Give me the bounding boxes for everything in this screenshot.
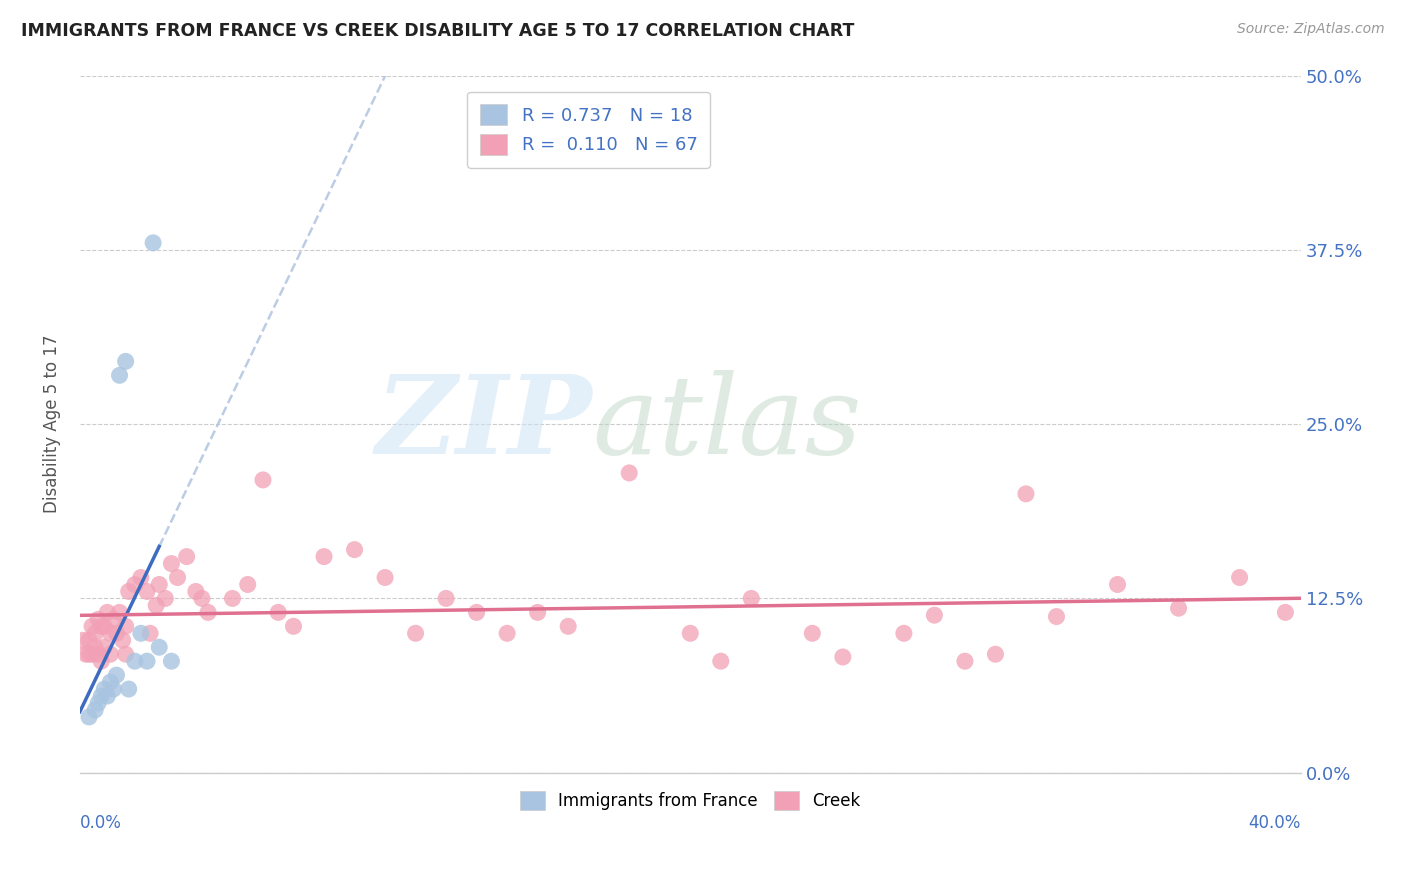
Point xyxy=(139,626,162,640)
Point xyxy=(90,619,112,633)
Point xyxy=(197,606,219,620)
Point xyxy=(710,654,733,668)
Point xyxy=(87,696,110,710)
Point xyxy=(114,647,136,661)
Point xyxy=(90,654,112,668)
Point xyxy=(283,619,305,633)
Point xyxy=(526,606,548,620)
Point xyxy=(191,591,214,606)
Point xyxy=(166,570,188,584)
Point xyxy=(100,626,122,640)
Y-axis label: Disability Age 5 to 17: Disability Age 5 to 17 xyxy=(44,334,60,514)
Point xyxy=(176,549,198,564)
Point xyxy=(1274,606,1296,620)
Point xyxy=(84,703,107,717)
Point xyxy=(142,235,165,250)
Point xyxy=(80,647,103,661)
Point xyxy=(77,710,100,724)
Point xyxy=(93,619,115,633)
Text: ZIP: ZIP xyxy=(375,370,592,478)
Point xyxy=(893,626,915,640)
Point xyxy=(984,647,1007,661)
Point xyxy=(236,577,259,591)
Point xyxy=(93,681,115,696)
Point xyxy=(1167,601,1189,615)
Point xyxy=(148,577,170,591)
Point xyxy=(129,626,152,640)
Text: 40.0%: 40.0% xyxy=(1249,814,1301,832)
Point xyxy=(96,606,118,620)
Point xyxy=(221,591,243,606)
Point xyxy=(93,640,115,655)
Point xyxy=(103,612,125,626)
Point xyxy=(77,633,100,648)
Point xyxy=(374,570,396,584)
Point xyxy=(124,654,146,668)
Point xyxy=(77,647,100,661)
Point xyxy=(184,584,207,599)
Point xyxy=(118,681,141,696)
Point xyxy=(155,591,177,606)
Point xyxy=(252,473,274,487)
Legend: Immigrants from France, Creek: Immigrants from France, Creek xyxy=(513,784,868,817)
Point xyxy=(740,591,762,606)
Point xyxy=(679,626,702,640)
Point xyxy=(100,675,122,690)
Point xyxy=(1045,609,1067,624)
Point xyxy=(801,626,824,640)
Text: atlas: atlas xyxy=(592,370,862,478)
Point xyxy=(108,606,131,620)
Point xyxy=(129,570,152,584)
Point xyxy=(145,599,167,613)
Point xyxy=(84,626,107,640)
Point xyxy=(1107,577,1129,591)
Point xyxy=(434,591,457,606)
Point xyxy=(557,619,579,633)
Point xyxy=(118,584,141,599)
Point xyxy=(84,640,107,655)
Point xyxy=(148,640,170,655)
Point xyxy=(343,542,366,557)
Point xyxy=(619,466,641,480)
Point xyxy=(465,606,488,620)
Point xyxy=(87,647,110,661)
Point xyxy=(111,633,134,648)
Text: IMMIGRANTS FROM FRANCE VS CREEK DISABILITY AGE 5 TO 17 CORRELATION CHART: IMMIGRANTS FROM FRANCE VS CREEK DISABILI… xyxy=(21,22,855,40)
Text: 0.0%: 0.0% xyxy=(80,814,122,832)
Point xyxy=(75,647,97,661)
Point xyxy=(831,650,853,665)
Point xyxy=(136,654,159,668)
Point xyxy=(1015,487,1038,501)
Point xyxy=(100,647,122,661)
Point xyxy=(114,619,136,633)
Text: Source: ZipAtlas.com: Source: ZipAtlas.com xyxy=(1237,22,1385,37)
Point xyxy=(87,612,110,626)
Point xyxy=(405,626,427,640)
Point xyxy=(136,584,159,599)
Point xyxy=(124,577,146,591)
Point xyxy=(267,606,290,620)
Point xyxy=(108,368,131,383)
Point xyxy=(80,619,103,633)
Point xyxy=(160,654,183,668)
Point xyxy=(924,608,946,623)
Point xyxy=(953,654,976,668)
Point xyxy=(96,689,118,703)
Point xyxy=(312,549,335,564)
Point xyxy=(1229,570,1251,584)
Point xyxy=(114,354,136,368)
Point xyxy=(90,689,112,703)
Point xyxy=(103,681,125,696)
Point xyxy=(105,668,128,682)
Point xyxy=(160,557,183,571)
Point xyxy=(72,633,94,648)
Point xyxy=(496,626,519,640)
Point xyxy=(105,626,128,640)
